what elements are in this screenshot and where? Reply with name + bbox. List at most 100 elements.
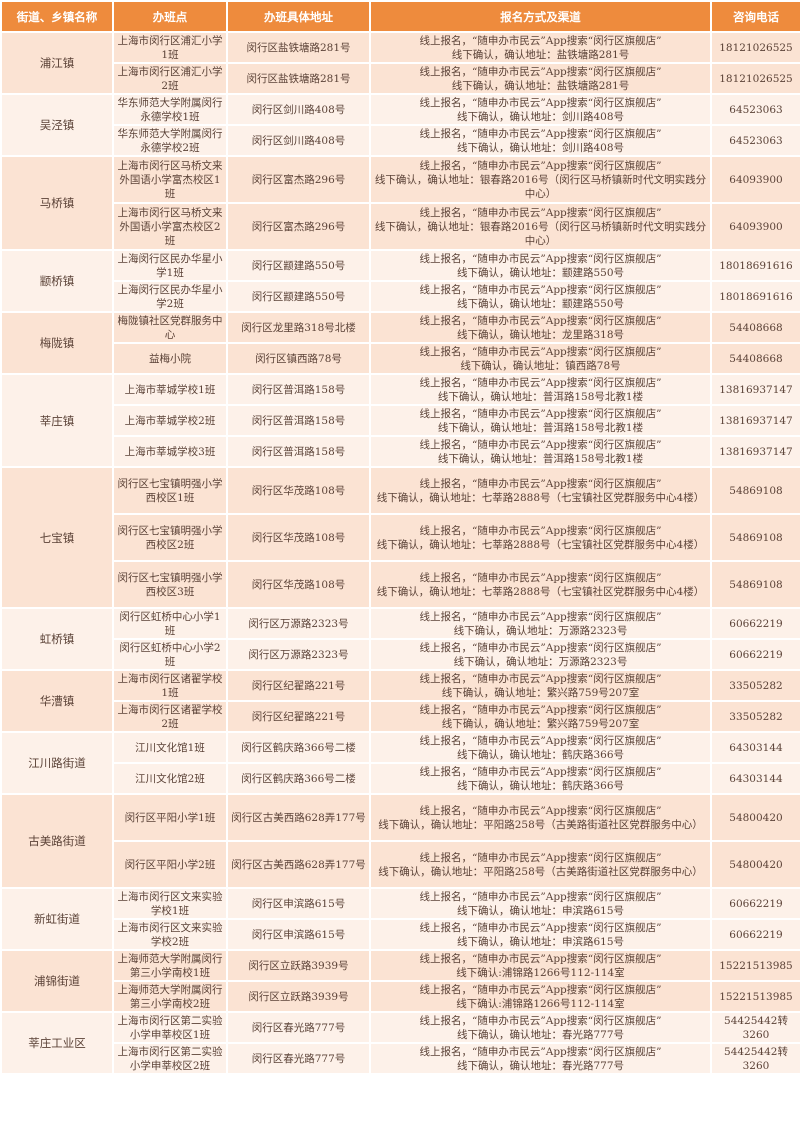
table-row: 莘庄镇 上海市莘城学校1班 闵行区普洱路158号 线上报名，“随申办市民云”App搜索…: [0, 373, 800, 468]
table-row: 闵行区平阳小学2班 闵行区古美西路628弄177号 线上报名，“随申办市民云”App…: [1, 840, 800, 889]
town-cell: 梅陇镇: [0, 311, 114, 375]
site-cell: 益梅小院: [112, 342, 228, 375]
phone-cell: 18018691616: [710, 280, 800, 313]
header-address: 办班具体地址: [226, 0, 371, 33]
phone-cell: 54425442转3260: [710, 1042, 800, 1075]
site-cell: 上海市闵行区文来实验学校1班: [112, 887, 228, 920]
online-signup-text: 线上报名，“随申办市民云”App搜索“闵行区旗舰店”: [419, 477, 662, 490]
table-row: 莘庄工业区 上海市闵行区第二实验小学申莘校区1班 闵行区春光路777号 线上报名，“随…: [0, 1011, 800, 1075]
site-cell: 上海市闵行区浦汇小学1班: [112, 31, 228, 64]
offline-confirm-text: 线下确认，确认地址：银春路2016号（闵行区马桥镇新时代文明实践分中心）: [374, 220, 707, 247]
table-row: 浦江镇 上海市闵行区浦汇小学1班 闵行区盐铁塘路281号 线上报名，“随申办市民云”A…: [0, 31, 800, 95]
address-cell: 闵行区富杰路296号: [226, 155, 371, 204]
offline-confirm-text: 线下确认:浦锦路1266号112-114室: [456, 997, 625, 1010]
site-cell: 上海市闵行区文来实验学校2班: [112, 918, 228, 951]
online-signup-text: 线上报名，“随申办市民云”App搜索“闵行区旗舰店”: [419, 1045, 662, 1058]
table-row: 上海市闵行区马桥文来外国语小学富杰校区2班 闵行区富杰路296号 线上报名，“随申办…: [1, 202, 800, 251]
phone-cell: 54869108: [710, 513, 800, 562]
signup-cell: 线上报名，“随申办市民云”App搜索“闵行区旗舰店” 线下确认，确认地址：春光路7…: [369, 1011, 712, 1044]
online-signup-text: 线上报名，“随申办市民云”App搜索“闵行区旗舰店”: [419, 159, 662, 172]
phone-cell: 64303144: [710, 731, 800, 764]
offline-confirm-text: 线下确认，确认地址：春光路777号: [456, 1028, 625, 1041]
header-signup: 报名方式及渠道: [369, 0, 712, 33]
site-cell: 上海闵行区民办华星小学1班: [112, 249, 228, 282]
online-signup-text: 线上报名，“随申办市民云”App搜索“闵行区旗舰店”: [419, 1014, 662, 1027]
table-row: 古美路街道 闵行区平阳小学1班 闵行区古美西路628弄177号 线上报名，“随申办市民…: [0, 793, 800, 889]
site-cell: 上海闵行区民办华星小学2班: [112, 280, 228, 313]
class-schedule-table: 街道、乡镇名称 办班点 办班具体地址 报名方式及渠道 咨询电话 浦江镇 上海市闵行…: [0, 0, 800, 1075]
phone-cell: 60662219: [710, 607, 800, 640]
table-row: 闵行区七宝镇明强小学西校区2班 闵行区华茂路108号 线上报名，“随申办市民云”Ap…: [1, 513, 800, 562]
site-cell: 闵行区虹桥中心小学1班: [112, 607, 228, 640]
signup-cell: 线上报名，“随申办市民云”App搜索“闵行区旗舰店” 线下确认，确认地址：普洱路1…: [369, 373, 712, 406]
online-signup-text: 线上报名，“随申办市民云”App搜索“闵行区旗舰店”: [419, 376, 662, 389]
phone-cell: 64303144: [710, 762, 800, 795]
address-cell: 闵行区春光路777号: [226, 1042, 371, 1075]
address-cell: 闵行区盐铁塘路281号: [226, 62, 371, 95]
site-cell: 江川文化馆2班: [112, 762, 228, 795]
site-cell: 华东师范大学附属闵行永德学校1班: [112, 93, 228, 126]
signup-cell: 线上报名，“随申办市民云”App搜索“闵行区旗舰店” 线下确认，确认地址：申滨路6…: [369, 918, 712, 951]
address-cell: 闵行区春光路777号: [226, 1011, 371, 1044]
table-row: 上海师范大学附属闵行第三小学南校2班 闵行区立跃路3939号 线上报名，“随申办市民…: [1, 980, 800, 1013]
phone-cell: 54869108: [710, 560, 800, 609]
address-cell: 闵行区万源路2323号: [226, 607, 371, 640]
table-row: 颛桥镇 上海闵行区民办华星小学1班 闵行区颛建路550号 线上报名，“随申办市民云”A…: [0, 249, 800, 313]
table-row: 江川路街道 江川文化馆1班 闵行区鹤庆路366号二楼 线上报名，“随申办市民云”App…: [0, 731, 800, 795]
signup-cell: 线上报名，“随申办市民云”App搜索“闵行区旗舰店” 线下确认，确认地址：平阳路2…: [369, 793, 712, 842]
online-signup-text: 线上报名，“随申办市民云”App搜索“闵行区旗舰店”: [419, 983, 662, 996]
offline-confirm-text: 线下确认，确认地址：鹤庆路366号: [456, 748, 625, 761]
signup-cell: 线上报名，“随申办市民云”App搜索“闵行区旗舰店” 线下确认，确认地址：盐铁塘路…: [369, 31, 712, 64]
phone-cell: 54800420: [710, 840, 800, 889]
phone-cell: 64093900: [710, 155, 800, 204]
signup-cell: 线上报名，“随申办市民云”App搜索“闵行区旗舰店” 线下确认，确认地址：龙里路3…: [369, 311, 712, 344]
online-signup-text: 线上报名，“随申办市民云”App搜索“闵行区旗舰店”: [419, 610, 662, 623]
phone-cell: 60662219: [710, 638, 800, 671]
table-header-row: 街道、乡镇名称 办班点 办班具体地址 报名方式及渠道 咨询电话: [0, 0, 800, 33]
table-row: 益梅小院 闵行区镇西路78号 线上报名，“随申办市民云”App搜索“闵行区旗舰店” 线…: [1, 342, 800, 375]
offline-confirm-text: 线下确认，确认地址：七莘路2888号（七宝镇社区党群服务中心4楼）: [376, 491, 705, 504]
signup-cell: 线上报名，“随申办市民云”App搜索“闵行区旗舰店” 线下确认，确认地址：剑川路4…: [369, 124, 712, 157]
site-cell: 上海市莘城学校2班: [112, 404, 228, 437]
table-row: 上海闵行区民办华星小学2班 闵行区颛建路550号 线上报名，“随申办市民云”App搜…: [1, 280, 800, 313]
address-cell: 闵行区盐铁塘路281号: [226, 31, 371, 64]
header-site: 办班点: [112, 0, 228, 33]
signup-cell: 线上报名，“随申办市民云”App搜索“闵行区旗舰店” 线下确认:浦锦路1266号1…: [369, 949, 712, 982]
table-body: 浦江镇 上海市闵行区浦汇小学1班 闵行区盐铁塘路281号 线上报名，“随申办市民云”A…: [0, 31, 800, 1075]
online-signup-text: 线上报名，“随申办市民云”App搜索“闵行区旗舰店”: [419, 65, 662, 78]
table-row: 七宝镇 闵行区七宝镇明强小学西校区1班 闵行区华茂路108号 线上报名，“随申办市民云…: [0, 466, 800, 609]
table-row: 华东师范大学附属闵行永德学校2班 闵行区剑川路408号 线上报名，“随申办市民云”A…: [1, 124, 800, 157]
offline-confirm-text: 线下确认，确认地址：镇西路78号: [460, 359, 621, 372]
online-signup-text: 线上报名，“随申办市民云”App搜索“闵行区旗舰店”: [419, 206, 662, 219]
phone-cell: 18018691616: [710, 249, 800, 282]
signup-cell: 线上报名，“随申办市民云”App搜索“闵行区旗舰店” 线下确认，确认地址：镇西路7…: [369, 342, 712, 375]
site-cell: 上海市闵行区马桥文来外国语小学富杰校区1班: [112, 155, 228, 204]
signup-cell: 线上报名，“随申办市民云”App搜索“闵行区旗舰店” 线下确认，确认地址：鹤庆路3…: [369, 731, 712, 764]
address-cell: 闵行区剑川路408号: [226, 124, 371, 157]
phone-cell: 15221513985: [710, 980, 800, 1013]
table-row: 上海市闵行区浦汇小学2班 闵行区盐铁塘路281号 线上报名，“随申办市民云”App搜…: [1, 62, 800, 95]
offline-confirm-text: 线下确认，确认地址：颛建路550号: [456, 297, 625, 310]
online-signup-text: 线上报名，“随申办市民云”App搜索“闵行区旗舰店”: [419, 252, 662, 265]
phone-cell: 54425442转3260: [710, 1011, 800, 1044]
site-cell: 闵行区七宝镇明强小学西校区2班: [112, 513, 228, 562]
online-signup-text: 线上报名，“随申办市民云”App搜索“闵行区旗舰店”: [419, 96, 662, 109]
town-cell: 虹桥镇: [0, 607, 114, 671]
phone-cell: 64093900: [710, 202, 800, 251]
phone-cell: 54800420: [710, 793, 800, 842]
signup-cell: 线上报名，“随申办市民云”App搜索“闵行区旗舰店” 线下确认，确认地址：春光路7…: [369, 1042, 712, 1075]
offline-confirm-text: 线下确认，确认地址：繁兴路759号207室: [441, 717, 640, 730]
online-signup-text: 线上报名，“随申办市民云”App搜索“闵行区旗舰店”: [419, 804, 662, 817]
online-signup-text: 线上报名，“随申办市民云”App搜索“闵行区旗舰店”: [419, 314, 662, 327]
signup-cell: 线上报名，“随申办市民云”App搜索“闵行区旗舰店” 线下确认，确认地址：普洱路1…: [369, 435, 712, 468]
phone-cell: 33505282: [710, 700, 800, 733]
offline-confirm-text: 线下确认，确认地址：申滨路615号: [456, 904, 625, 917]
address-cell: 闵行区龙里路318号北楼: [226, 311, 371, 344]
site-cell: 上海市闵行区诸翟学校1班: [112, 669, 228, 702]
online-signup-text: 线上报名，“随申办市民云”App搜索“闵行区旗舰店”: [419, 407, 662, 420]
phone-cell: 54408668: [710, 311, 800, 344]
site-cell: 闵行区七宝镇明强小学西校区1班: [112, 466, 228, 515]
signup-cell: 线上报名，“随申办市民云”App搜索“闵行区旗舰店” 线下确认，确认地址：七莘路2…: [369, 466, 712, 515]
header-town: 街道、乡镇名称: [0, 0, 114, 33]
site-cell: 上海师范大学附属闵行第三小学南校1班: [112, 949, 228, 982]
